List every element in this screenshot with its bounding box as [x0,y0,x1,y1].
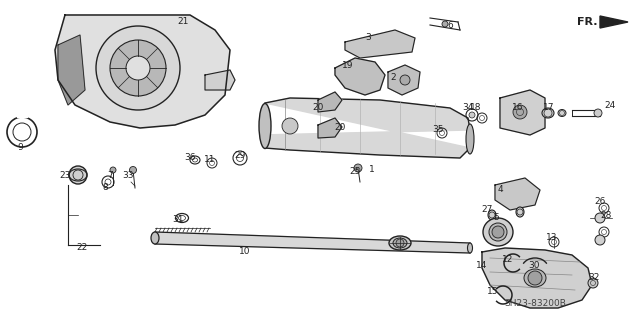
Ellipse shape [488,210,496,220]
Ellipse shape [151,232,159,244]
Text: 1: 1 [369,166,375,174]
Text: 21: 21 [177,18,189,26]
Text: 6: 6 [447,20,453,29]
Text: 32: 32 [588,273,600,283]
Circle shape [442,21,448,27]
Text: 22: 22 [76,243,88,253]
Text: 2: 2 [390,73,396,83]
Circle shape [282,118,298,134]
Text: 36: 36 [184,153,196,162]
Polygon shape [335,58,385,95]
Polygon shape [345,30,415,58]
Polygon shape [260,98,470,158]
Text: 34: 34 [462,103,474,113]
Text: 24: 24 [604,100,616,109]
Ellipse shape [516,207,524,217]
Circle shape [594,109,602,117]
Circle shape [469,112,475,118]
Text: 19: 19 [342,61,354,70]
Text: 12: 12 [502,256,514,264]
Text: SH23-83200B: SH23-83200B [504,299,566,308]
Polygon shape [600,16,628,28]
Circle shape [492,226,504,238]
Polygon shape [205,70,235,90]
Circle shape [396,239,404,247]
Text: 11: 11 [204,155,216,165]
Text: 15: 15 [487,287,499,296]
Polygon shape [318,118,342,138]
Polygon shape [482,248,592,308]
Text: 30: 30 [528,261,540,270]
Text: 26: 26 [595,197,605,206]
Ellipse shape [466,124,474,154]
Ellipse shape [483,218,513,246]
Ellipse shape [389,236,411,250]
Text: 33: 33 [122,170,134,180]
Text: 17: 17 [543,103,555,113]
Ellipse shape [467,243,472,253]
Circle shape [513,105,527,119]
Polygon shape [155,232,470,253]
Circle shape [110,167,116,173]
Polygon shape [58,35,85,105]
Text: 14: 14 [476,261,488,270]
Text: 31: 31 [172,216,184,225]
Text: 8: 8 [102,183,108,192]
Text: 35: 35 [432,125,444,135]
Circle shape [110,40,166,96]
Circle shape [595,213,605,223]
Text: 4: 4 [497,186,503,195]
Circle shape [400,75,410,85]
Text: 23: 23 [60,170,70,180]
Text: 9: 9 [17,144,23,152]
Ellipse shape [524,269,546,287]
Circle shape [588,278,598,288]
Text: 29: 29 [234,151,246,160]
Text: 27: 27 [481,205,493,214]
Circle shape [354,164,362,172]
Circle shape [129,167,136,174]
Circle shape [126,56,150,80]
Text: 28: 28 [600,211,612,219]
Polygon shape [55,15,230,128]
Ellipse shape [393,238,407,248]
Polygon shape [495,178,540,210]
Circle shape [528,271,542,285]
Ellipse shape [489,223,507,241]
Polygon shape [388,65,420,95]
Circle shape [69,166,87,184]
Text: 20: 20 [312,103,324,113]
Ellipse shape [259,103,271,149]
Text: 18: 18 [470,103,482,113]
Text: 5: 5 [493,213,499,222]
Text: 10: 10 [239,248,251,256]
Circle shape [595,235,605,245]
Ellipse shape [558,109,566,116]
Text: 7: 7 [107,170,113,180]
Circle shape [96,26,180,110]
Polygon shape [318,92,342,112]
Text: 16: 16 [512,103,524,113]
Text: FR.: FR. [577,17,598,27]
Polygon shape [500,90,545,135]
Text: 20: 20 [334,123,346,132]
Text: 25: 25 [349,167,361,176]
Text: 3: 3 [365,33,371,42]
Text: 13: 13 [547,234,557,242]
Ellipse shape [542,108,554,118]
